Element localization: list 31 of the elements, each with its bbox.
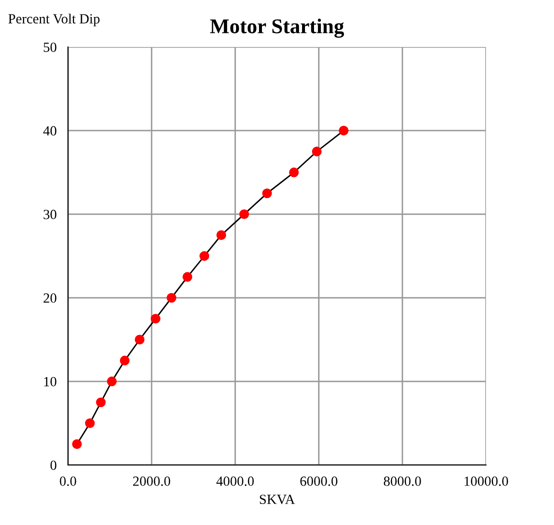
point	[216, 230, 226, 240]
x-tick-label: 8000.0	[384, 476, 421, 486]
point	[85, 418, 95, 428]
point	[182, 272, 192, 282]
x-tick-label: 0.0	[60, 476, 76, 486]
x-tick-label: 2000.0	[133, 476, 170, 486]
y-tick-label: 30	[44, 210, 56, 220]
point	[106, 376, 117, 386]
point	[96, 397, 106, 408]
chart-title: Motor Starting	[210, 18, 344, 38]
point	[338, 126, 349, 136]
x-axis-title: SKVA	[260, 494, 295, 504]
y-tick-label: 50	[44, 42, 56, 52]
point	[239, 209, 250, 220]
point	[199, 251, 210, 261]
y-tick-label: 10	[44, 376, 56, 386]
y-tick-label: 40	[43, 126, 56, 136]
y-axis-title: Percent Volt Dip	[8, 14, 100, 26]
y-tick-label: 0	[50, 460, 56, 470]
point	[134, 334, 145, 344]
x-tick-label: 4000.0	[216, 476, 254, 486]
point	[150, 314, 160, 324]
point	[72, 439, 82, 449]
y-tick-label: 20	[44, 293, 56, 303]
point	[120, 356, 130, 366]
x-tick-label: 10000.0	[464, 476, 508, 486]
point	[312, 146, 322, 156]
x-tick-label: 6000.0	[300, 476, 338, 486]
point	[289, 168, 299, 178]
point	[262, 188, 272, 198]
point	[166, 292, 176, 303]
